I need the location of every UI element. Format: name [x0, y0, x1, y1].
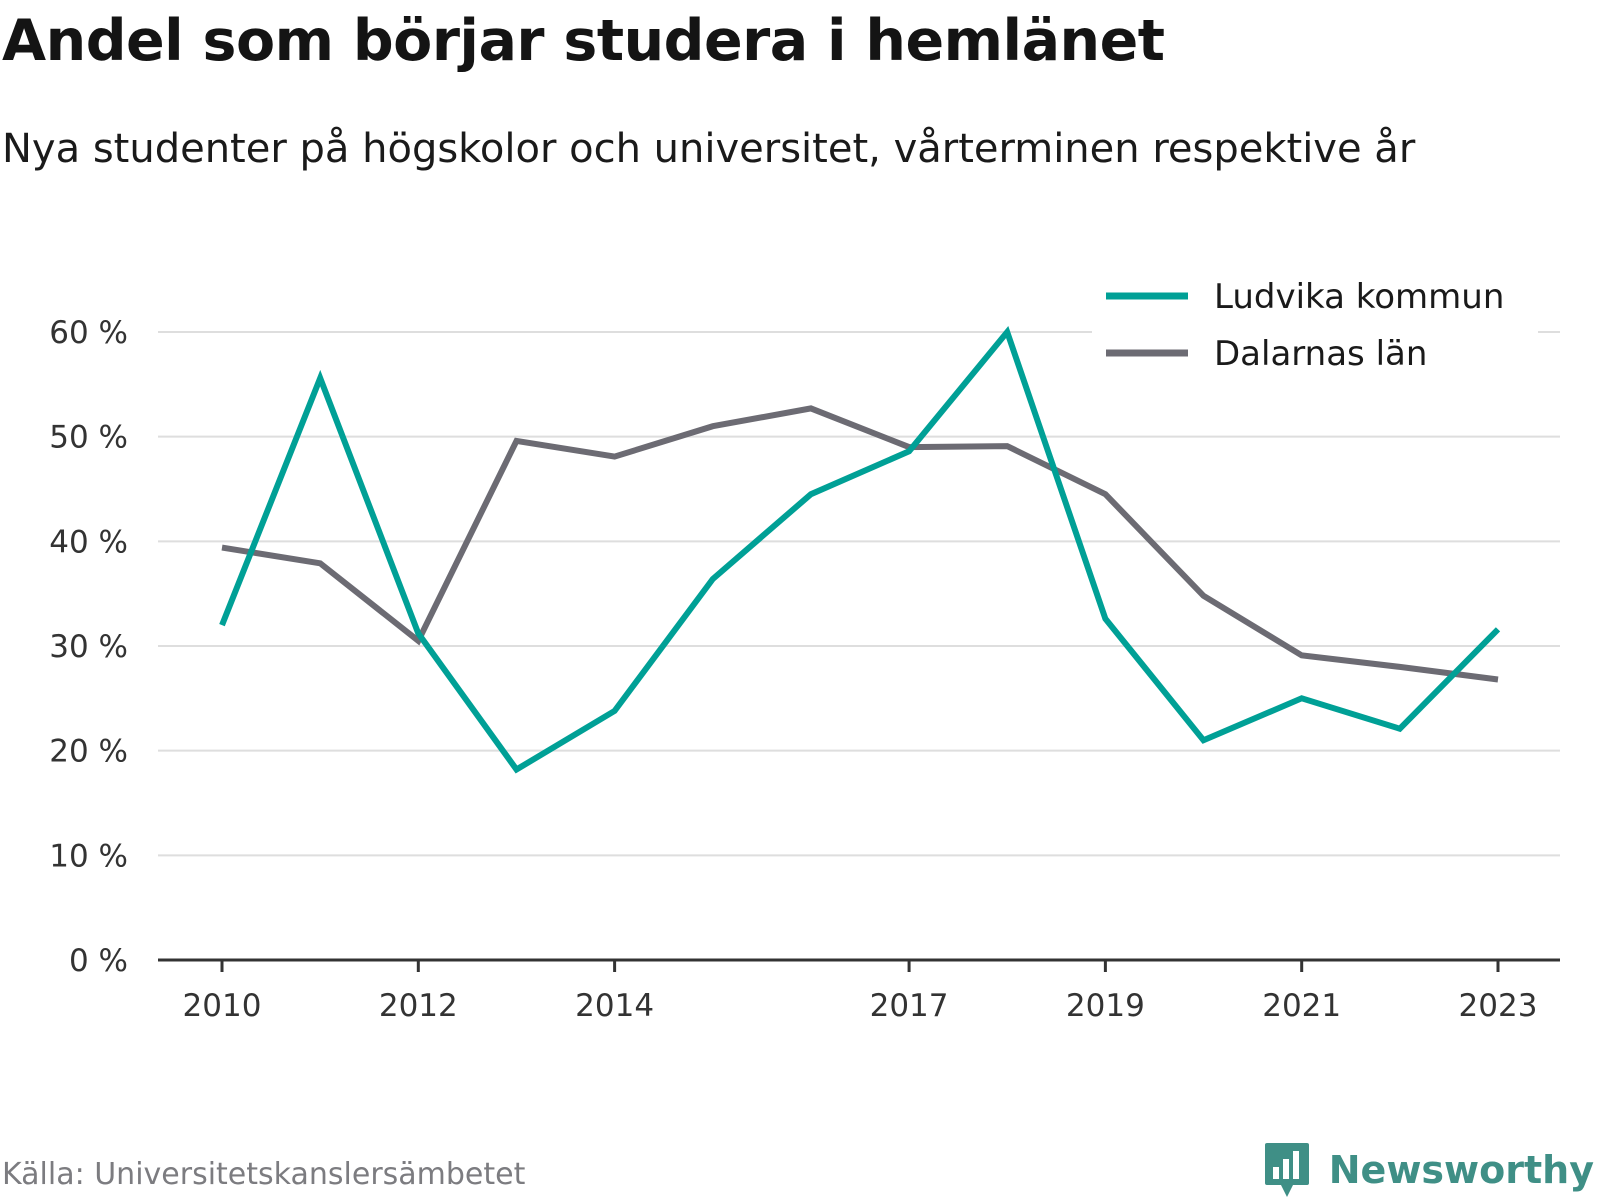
y-tick-label: 40 % [49, 524, 128, 560]
x-tick-label: 2021 [1262, 988, 1341, 1024]
newsworthy-logo-icon [1264, 1143, 1309, 1197]
chart-title: Andel som börjar studera i hemlänet [2, 8, 1165, 74]
brand-logo: Newsworthy [1263, 1141, 1594, 1199]
series-line-2 [221, 405, 1499, 683]
legend-label: Ludvika kommun [1214, 277, 1504, 317]
x-tick-label: 2017 [870, 988, 949, 1024]
y-tick-label: 10 % [49, 838, 128, 874]
legend: Ludvika kommun Dalarnas län [1092, 268, 1538, 388]
x-tick-label: 2014 [575, 988, 654, 1024]
series-lines [219, 325, 1501, 774]
y-tick-label: 20 % [49, 734, 128, 770]
legend-label: Dalarnas län [1214, 334, 1427, 374]
series-line-1 [219, 325, 1501, 774]
y-tick-label: 30 % [49, 629, 128, 665]
x-tick-label: 2019 [1066, 988, 1145, 1024]
grid-lines [158, 331, 1560, 857]
y-tick-label: 60 % [49, 315, 128, 351]
source-note: Källa: Universitetskanslersämbetet [2, 1157, 526, 1192]
y-tick-label: 50 % [49, 420, 128, 456]
x-tick-label: 2010 [183, 988, 262, 1024]
x-tick-label: 2023 [1459, 988, 1538, 1024]
legend-background [1092, 268, 1538, 388]
brand-name: Newsworthy [1328, 1148, 1594, 1192]
axes: 0 % 10 % 20 % 30 % 40 % 50 % 60 % 2010 2012 2014 2… [49, 315, 1560, 1024]
chart-subtitle: Nya studenter på högskolor och universit… [2, 126, 1416, 172]
y-tick-label: 0 % [69, 943, 128, 979]
x-tick-label: 2012 [379, 988, 458, 1024]
